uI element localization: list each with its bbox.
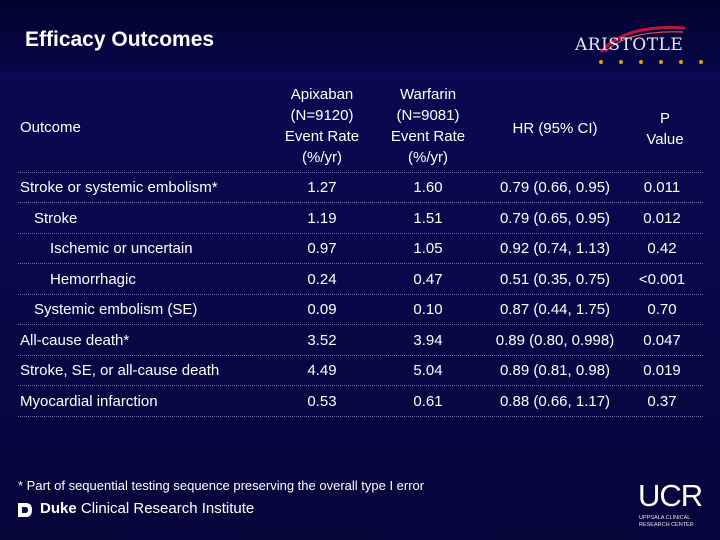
- hr-cell: 0.92 (0.74, 1.13): [499, 240, 611, 257]
- logo-dots: [599, 60, 703, 66]
- header-apixaban-line: (%/yr): [302, 149, 342, 166]
- hr-cell: 0.87 (0.44, 1.75): [499, 301, 611, 318]
- outcome-cell: Systemic embolism (SE): [34, 301, 198, 318]
- table-row: Stroke 1.19 1.51 0.79 (0.65, 0.95) 0.012: [0, 206, 720, 230]
- aristotle-logo: ARISTOTLE: [555, 22, 710, 70]
- hr-cell: 0.88 (0.66, 1.17): [499, 392, 611, 410]
- header-apixaban-line: Event Rate: [284, 128, 360, 145]
- warfarin-cell: 5.04: [413, 362, 443, 379]
- ucr-subtitle: UPPSALA CLINICAL RESEARCH CENTER: [639, 515, 694, 529]
- outcome-cell: Hemorrhagic: [50, 270, 136, 288]
- outcome-cell: Stroke or systemic embolism*: [20, 179, 218, 196]
- ucr-sub-line: UPPSALA CLINICAL: [639, 515, 691, 521]
- row-divider: [18, 263, 703, 264]
- apixaban-cell: 4.49: [307, 362, 337, 379]
- ucr-mark: UCR: [638, 478, 703, 513]
- warfarin-cell: 0.47: [413, 270, 443, 288]
- row-divider: [18, 293, 703, 295]
- apixaban-cell: 0.97: [307, 240, 337, 257]
- warfarin-cell: 0.10: [413, 301, 443, 318]
- ucr-logo: UCR UPPSALA CLINICAL RESEARCH CENTER: [638, 478, 718, 538]
- outcome-cell: Stroke: [34, 209, 78, 227]
- header-apixaban-line: (N=9120): [290, 107, 354, 124]
- duke-shield-icon: [18, 503, 32, 517]
- slide-title: Efficacy Outcomes: [25, 28, 215, 51]
- logo-text: ARISTOTLE: [575, 35, 684, 55]
- header-outcome: Outcome: [20, 119, 81, 136]
- ucr-sub-line: RESEARCH CENTER: [639, 522, 694, 528]
- header-warfarin-line: Event Rate: [390, 128, 466, 145]
- p-cell: 0.019: [643, 362, 681, 379]
- header-p-line: Value: [646, 131, 684, 148]
- warfarin-cell: 1.05: [413, 240, 443, 257]
- row-divider: [18, 172, 703, 173]
- p-cell: 0.011: [643, 179, 681, 196]
- row-divider: [18, 354, 703, 356]
- hr-cell: 0.51 (0.35, 0.75): [499, 270, 611, 288]
- hr-cell: 0.89 (0.80, 0.998): [495, 331, 615, 349]
- table-row: Stroke, SE, or all-cause death 4.49 5.04 0.…: [0, 358, 720, 382]
- warfarin-cell: 1.60: [413, 179, 443, 196]
- duke-text: Duke Clinical Research Institute: [40, 500, 254, 517]
- outcome-cell: All-cause death*: [20, 331, 130, 349]
- header-warfarin: Warfarin (N=9081) Event Rate (%/yr): [378, 84, 478, 168]
- hr-cell: 0.79 (0.66, 0.95): [499, 179, 611, 196]
- apixaban-cell: 1.19: [307, 209, 337, 227]
- outcome-cell: Stroke, SE, or all-cause death: [20, 362, 220, 379]
- apixaban-cell: 3.52: [307, 331, 337, 349]
- outcome-cell: Ischemic or uncertain: [50, 240, 193, 257]
- p-cell: <0.001: [638, 270, 686, 288]
- warfarin-cell: 1.51: [413, 209, 443, 227]
- table-row: All-cause death* 3.52 3.94 0.89 (0.80, 0.99…: [0, 328, 720, 352]
- apixaban-cell: 1.27: [307, 179, 337, 196]
- table-row: Hemorrhagic 0.24 0.47 0.51 (0.35, 0.75) <0.0…: [0, 267, 720, 291]
- logo-arc-icon: [599, 26, 686, 53]
- table-row: Stroke or systemic embolism* 1.27 1.60 0.79…: [0, 175, 720, 199]
- row-divider: [18, 202, 703, 203]
- p-cell: 0.047: [643, 331, 681, 349]
- apixaban-cell: 0.24: [307, 270, 337, 288]
- outcome-cell: Myocardial infarction: [20, 392, 158, 410]
- hr-cell: 0.89 (0.81, 0.98): [499, 362, 611, 379]
- row-divider: [18, 415, 703, 417]
- p-cell: 0.70: [647, 301, 677, 318]
- header-p-value: P Value: [630, 108, 700, 150]
- header-warfarin-line: (%/yr): [408, 149, 448, 166]
- apixaban-cell: 0.53: [307, 392, 337, 410]
- table-row: Ischemic or uncertain 0.97 1.05 0.92 (0.74,…: [0, 236, 720, 260]
- table-row: Myocardial infarction 0.53 0.61 0.88 (0.66,…: [0, 389, 720, 413]
- footnote: * Part of sequential testing sequence pr…: [18, 478, 425, 493]
- duke-text-bold: Duke: [40, 500, 77, 517]
- row-divider: [18, 385, 703, 386]
- table-row: Systemic embolism (SE) 0.09 0.10 0.87 (0.44…: [0, 297, 720, 321]
- row-divider: [18, 232, 703, 234]
- header-apixaban: Apixaban (N=9120) Event Rate (%/yr): [272, 84, 372, 168]
- header-apixaban-line: Apixaban: [290, 86, 354, 103]
- p-cell: 0.42: [647, 240, 677, 257]
- header-warfarin-line: Warfarin: [399, 86, 457, 103]
- apixaban-cell: 0.09: [307, 301, 337, 318]
- row-divider: [18, 324, 703, 325]
- duke-text-rest: Clinical Research Institute: [80, 500, 255, 517]
- header-warfarin-line: (N=9081): [396, 107, 460, 124]
- hr-cell: 0.79 (0.65, 0.95): [499, 209, 611, 227]
- p-cell: 0.012: [643, 209, 681, 227]
- warfarin-cell: 0.61: [413, 392, 443, 410]
- warfarin-cell: 3.94: [413, 331, 443, 349]
- header-hr: HR (95% CI): [512, 120, 598, 137]
- header-p-line: P: [659, 110, 670, 127]
- p-cell: 0.37: [647, 392, 677, 410]
